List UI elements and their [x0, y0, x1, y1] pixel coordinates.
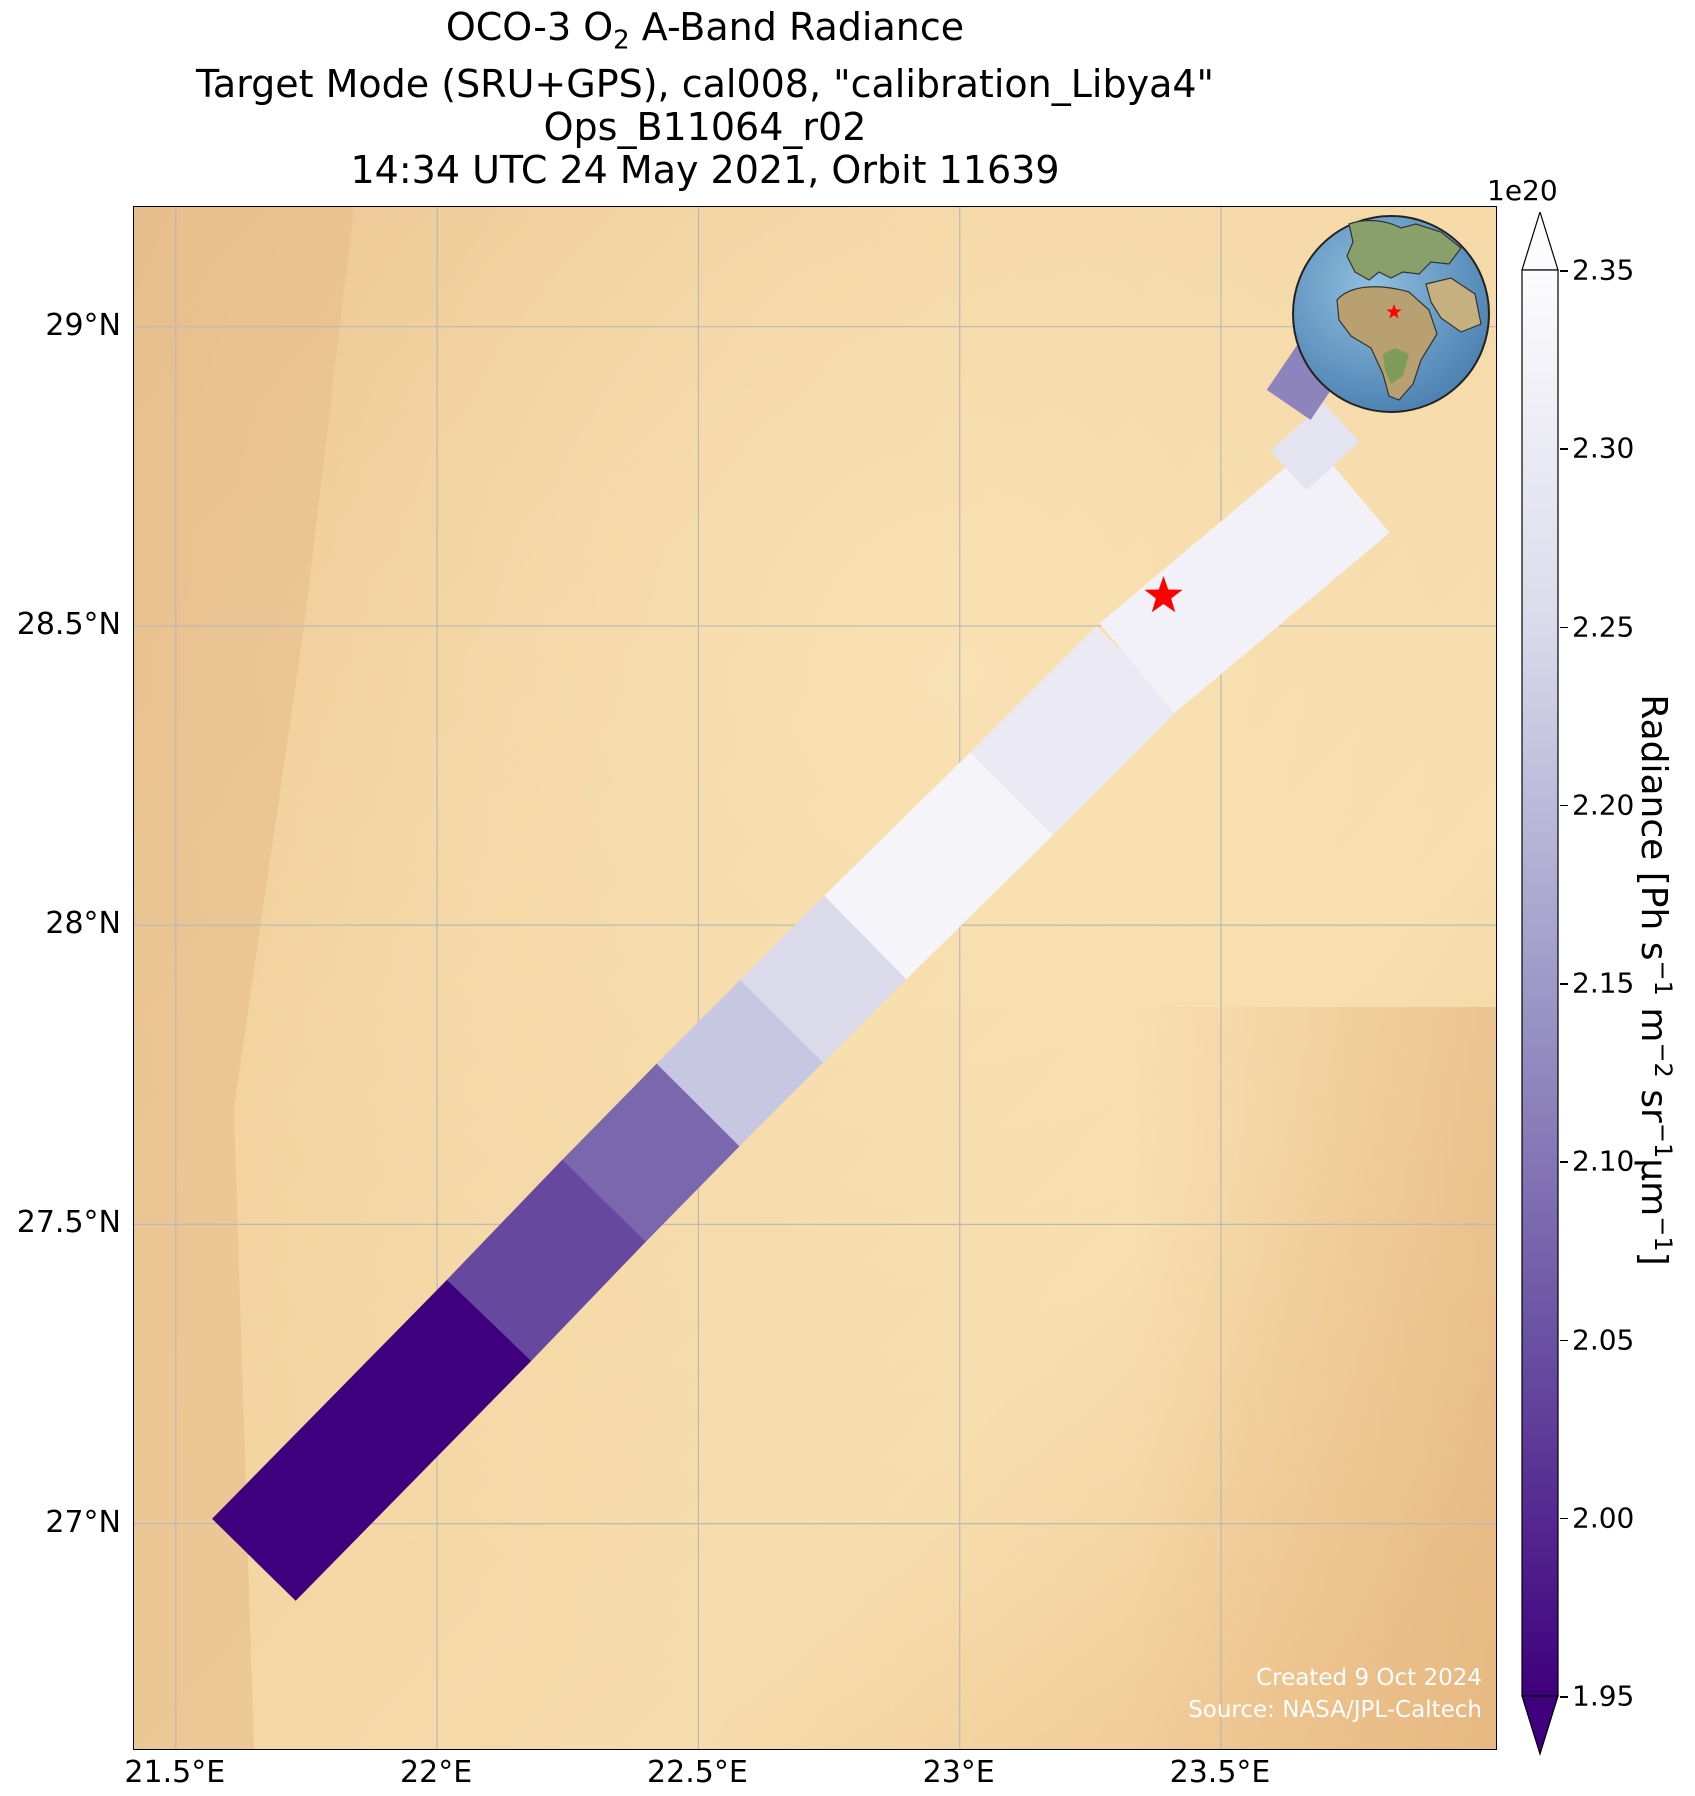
- colorbar-label-part-3: −2: [1649, 1042, 1677, 1078]
- colorbar-label-part-5: −1: [1649, 1122, 1677, 1159]
- credit-source: Source: NASA/JPL-Caltech: [1188, 1697, 1482, 1723]
- title-line-2: Target Mode (SRU+GPS), cal008, "calibrat…: [195, 61, 1215, 106]
- colorbar-label-part-7: −1: [1649, 1216, 1677, 1252]
- colorbar-lower-extend: [1521, 1695, 1559, 1756]
- title-line-3: Ops_B11064_r02: [543, 104, 867, 149]
- colorbar-scale-label: 1e20: [1487, 174, 1558, 207]
- target-star-icon: [1144, 576, 1183, 613]
- y-tick-label-0: 27°N: [45, 1504, 121, 1540]
- y-tick-label-3: 28.5°N: [16, 606, 121, 642]
- colorbar-tick-label-3: 2.10: [1572, 1144, 1635, 1178]
- colorbar-tick-mark-6: [1560, 626, 1568, 628]
- swath-segment-6: [970, 626, 1180, 836]
- globe-target-star-icon: [1386, 304, 1402, 319]
- colorbar-tick-label-6: 2.25: [1572, 610, 1635, 643]
- colorbar-label-part-0: Radiance [Ph s: [1633, 694, 1674, 961]
- colorbar-tick-label-2: 2.05: [1572, 1323, 1635, 1356]
- title-line-1-suffix: A-Band Radiance: [629, 5, 965, 49]
- colorbar-label-part-6: μm: [1633, 1158, 1674, 1217]
- colorbar-tick-mark-8: [1560, 270, 1568, 272]
- x-tick-label-1: 22°E: [400, 1755, 473, 1790]
- colorbar-tick-mark-5: [1560, 804, 1568, 807]
- radiance-swath: [212, 335, 1390, 1601]
- y-tick-label-1: 27.5°N: [16, 1205, 121, 1241]
- colorbar-tick-label-4: 2.15: [1572, 966, 1635, 1000]
- title-line-1: OCO-3 O2 A-Band Radiance: [0, 6, 1410, 63]
- colorbar-tick-label-8: 2.35: [1572, 253, 1635, 287]
- target-layer: [1144, 576, 1183, 613]
- colorbar-label-part-8: ]: [1633, 1251, 1674, 1266]
- colorbar-label-part-1: −1: [1649, 960, 1677, 996]
- colorbar-label-part-4: sr: [1633, 1077, 1674, 1123]
- colorbar-tick-label-5: 2.20: [1572, 788, 1635, 822]
- x-tick-label-3: 23°E: [922, 1755, 995, 1790]
- colorbar: [1521, 212, 1559, 1756]
- x-tick-label-2: 22.5°E: [647, 1755, 748, 1790]
- colorbar-tick-mark-1: [1560, 1517, 1568, 1520]
- colorbar-tick-mark-0: [1560, 1696, 1568, 1698]
- swath-segment-4: [740, 895, 908, 1063]
- y-tick-label-4: 29°N: [45, 307, 121, 343]
- title-line-4: 14:34 UTC 24 May 2021, Orbit 11639: [350, 147, 1060, 192]
- colorbar-tick-label-1: 2.00: [1572, 1501, 1635, 1535]
- swath-segment-1: [446, 1159, 647, 1362]
- swath-segment-8: [1270, 402, 1360, 491]
- colorbar-tick-mark-2: [1560, 1339, 1568, 1341]
- chart-title: OCO-3 O2 A-Band Radiance Target Mode (SR…: [0, 6, 1410, 192]
- colorbar-tick-label-7: 2.30: [1572, 431, 1635, 465]
- colorbar-gradient: [1521, 269, 1559, 1697]
- map-svg: [134, 207, 1496, 1749]
- colorbar-tick-mark-4: [1560, 983, 1568, 985]
- globe-arabia-asia: [1425, 277, 1482, 333]
- colorbar-tick-mark-7: [1560, 448, 1568, 450]
- x-tick-label-4: 23.5°E: [1169, 1755, 1271, 1790]
- colorbar-label-part-2: m: [1633, 995, 1674, 1043]
- globe-africa: [1336, 286, 1438, 401]
- globe-central-africa: [1383, 348, 1409, 384]
- colorbar-tick-label-0: 1.95: [1572, 1679, 1635, 1713]
- y-tick-label-2: 28°N: [45, 906, 121, 942]
- map-plot-area: Created 9 Oct 2024 Source: NASA/JPL-Calt…: [133, 206, 1497, 1750]
- sand-shade-east: [1134, 1007, 1496, 1749]
- inset-globe: [1292, 215, 1490, 413]
- title-line-1-subscript: 2: [613, 25, 630, 56]
- colorbar-tick-mark-3: [1560, 1161, 1568, 1163]
- title-line-1-prefix: OCO-3 O: [445, 5, 614, 49]
- colorbar-upper-extend: [1521, 212, 1559, 271]
- x-tick-label-0: 21.5°E: [124, 1755, 226, 1790]
- sand-shade-west: [134, 207, 354, 1749]
- credit-created: Created 9 Oct 2024: [1256, 1665, 1482, 1691]
- colorbar-label: Radiance [Ph s−1 m−2 sr−1μm−1]: [1633, 694, 1677, 1265]
- globe-europe: [1346, 219, 1462, 281]
